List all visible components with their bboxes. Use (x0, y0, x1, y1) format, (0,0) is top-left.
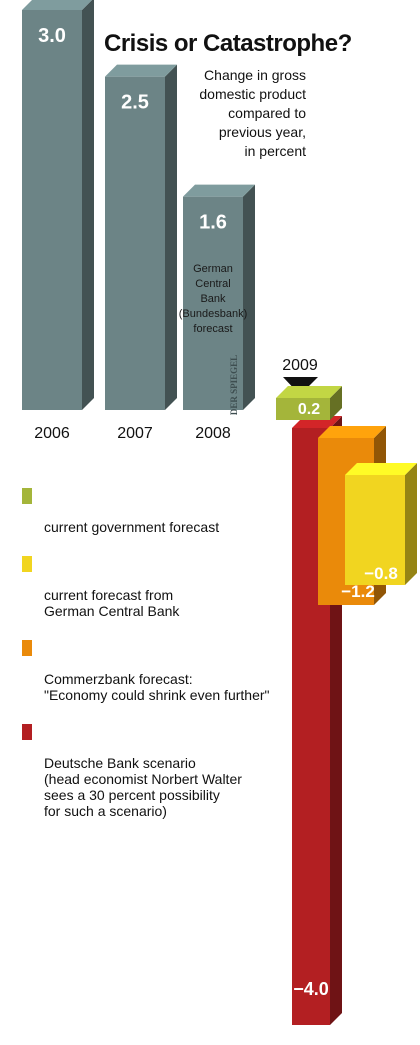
legend-label: Deutsche Bank scenario (head economist N… (44, 755, 242, 819)
chart-subtitle: Change in gross domestic product compare… (180, 66, 306, 161)
annotation-line: forecast (193, 323, 232, 335)
legend-swatch (22, 724, 32, 740)
legend-label: current forecast from German Central Ban… (44, 587, 180, 619)
bar-2008 (183, 196, 243, 410)
legend-swatch (22, 556, 32, 572)
forecast-year-label: 2009 (282, 357, 318, 374)
annotation-line: German (193, 263, 233, 275)
value-label-central-bank: −0.8 (364, 564, 398, 583)
value-label-commerzbank: −1.2 (341, 582, 375, 601)
value-label-2006: 3.0 (38, 25, 66, 47)
value-label-government: 0.2 (298, 401, 320, 418)
bar-2006 (22, 10, 82, 410)
value-label-deutsche-bank: −4.0 (293, 979, 329, 999)
bar-central-bank-top (345, 463, 417, 475)
bar-central-bank (345, 475, 405, 585)
annotation-bundesbank: German Central Bank (Bundesbank) forecast (179, 263, 248, 335)
bar-2008-side (243, 184, 255, 410)
annotation-line: Bank (200, 293, 226, 305)
bar-2007-side (165, 64, 177, 411)
bar-government (276, 398, 330, 420)
annotation-line: Central (195, 278, 230, 290)
legend-swatch (22, 640, 32, 656)
x-tick-2008: 2008 (195, 425, 231, 442)
legend-item-deutsche-bank: Deutsche Bank scenario (head economist N… (22, 723, 312, 819)
bar-central-bank-side (405, 463, 417, 585)
bar-commerzbank-top (318, 426, 386, 438)
annotation-line: (Bundesbank) (179, 308, 248, 320)
bar-2007-top (105, 64, 177, 77)
bar-government-side (330, 386, 342, 420)
bar-2007 (105, 76, 165, 411)
legend-item-government: current government forecast (22, 487, 312, 535)
legend-item-central-bank: current forecast from German Central Ban… (22, 555, 312, 619)
legend-item-commerzbank: Commerzbank forecast: "Economy could shr… (22, 639, 312, 703)
x-tick-2006: 2006 (34, 425, 70, 442)
chart-title: Crisis or Catastrophe? (104, 30, 352, 57)
legend: current government forecast current fore… (22, 487, 312, 839)
legend-swatch (22, 488, 32, 504)
legend-label: Commerzbank forecast: "Economy could shr… (44, 671, 270, 703)
subtitle-text: Change in gross domestic product compare… (199, 67, 306, 159)
bar-government-top (276, 386, 342, 398)
legend-label: current government forecast (44, 519, 220, 535)
value-label-2007: 2.5 (121, 92, 149, 114)
value-label-2008: 1.6 (199, 212, 227, 234)
bar-2006-top (22, 0, 92, 10)
x-tick-2007: 2007 (117, 425, 153, 442)
bar-2006-side (82, 0, 94, 410)
brand-mark: DER SPIEGEL (229, 355, 239, 415)
bar-2008-top (183, 184, 255, 197)
